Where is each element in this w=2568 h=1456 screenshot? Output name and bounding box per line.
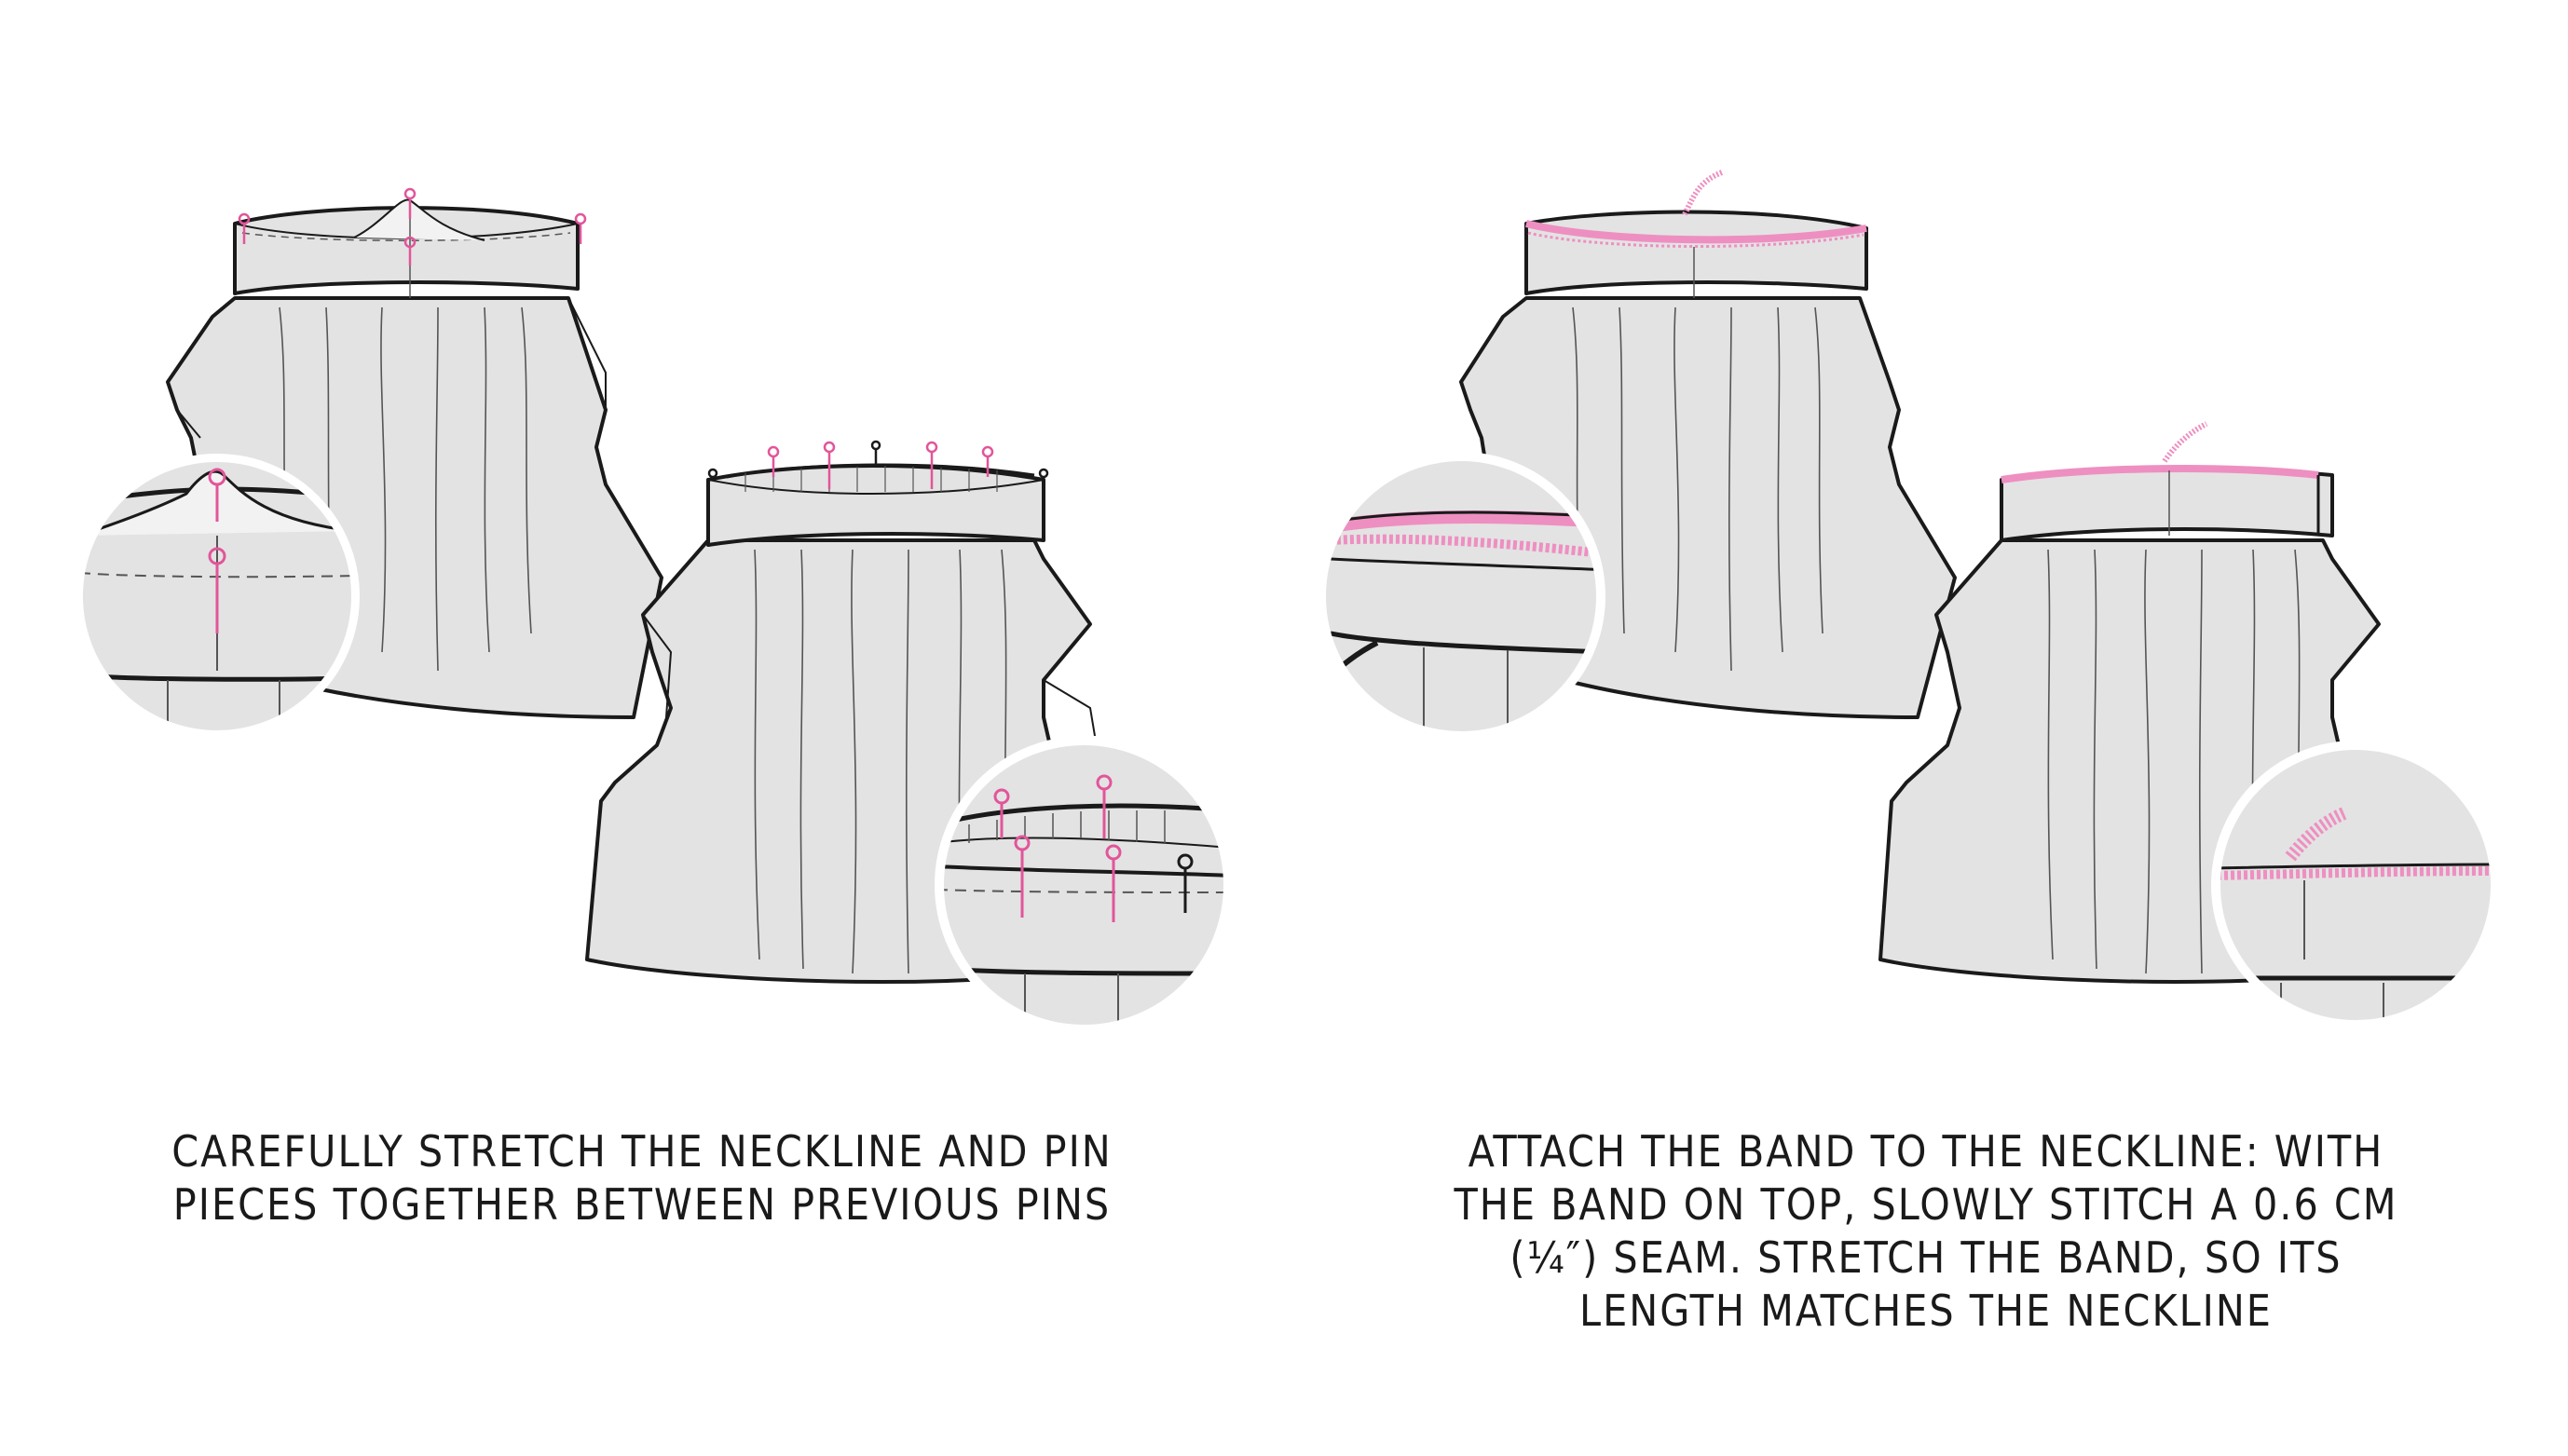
step-right-caption: ATTACH THE BAND TO THE NECKLINE: WITH TH… [1284, 1125, 2568, 1338]
caption-line: THE BAND ON TOP, SLOWLY STITCH A 0.6 CM [1454, 1179, 2398, 1230]
caption-line: PIECES TOGETHER BETWEEN PREVIOUS PINS [172, 1179, 1112, 1230]
detail-circle-pinned-neckline [75, 454, 360, 739]
step-right: ATTACH THE BAND TO THE NECKLINE: WITH TH… [1284, 0, 2568, 1456]
detail-circle-pins-between [935, 736, 1233, 1034]
step-left: CAREFULLY STRETCH THE NECKLINE AND PIN P… [0, 187, 1284, 1231]
caption-line: (¼″) SEAM. STRETCH THE BAND, SO ITS [1509, 1232, 2343, 1283]
detail-circle-stitched-band [2211, 741, 2500, 1029]
step-left-illustration [75, 187, 1233, 1034]
caption-line: ATTACH THE BAND TO THE NECKLINE: WITH [1468, 1126, 2384, 1177]
caption-line: LENGTH MATCHES THE NECKLINE [1579, 1286, 2273, 1336]
step-right-illustration [1317, 170, 2500, 1029]
step-left-caption: CAREFULLY STRETCH THE NECKLINE AND PIN P… [0, 1125, 1284, 1231]
detail-circle-serged-edge [1317, 452, 1605, 741]
caption-line: CAREFULLY STRETCH THE NECKLINE AND PIN [171, 1126, 1113, 1177]
